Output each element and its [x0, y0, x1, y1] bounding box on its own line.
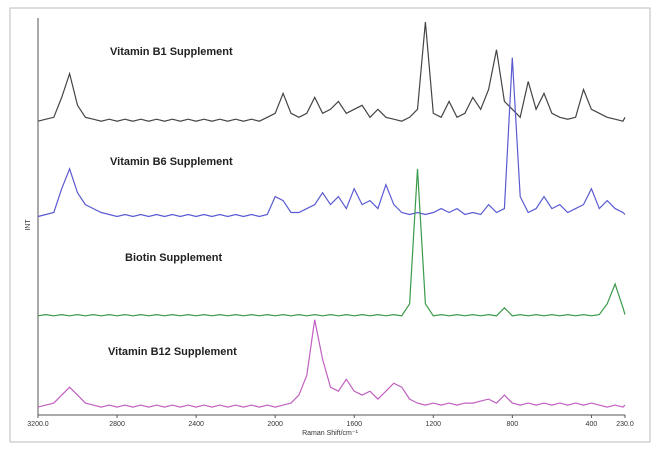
spectrum-line: [37, 168, 626, 317]
x-tick-label: 2000: [267, 421, 283, 428]
series-label: Biotin Supplement: [125, 252, 223, 264]
spectrum-line: [37, 319, 626, 408]
series-label: Vitamin B6 Supplement: [110, 156, 233, 168]
series-label: Vitamin B1 Supplement: [110, 46, 233, 58]
spectrum-line: [37, 21, 626, 122]
x-tick-label: 400: [586, 421, 598, 428]
frame: [9, 7, 651, 443]
x-axis-label: Raman Shift/cm⁻¹: [302, 430, 358, 437]
spectrum-line: [37, 57, 626, 218]
x-tick-label: 3200.0: [27, 421, 49, 428]
y-axis-label: INT: [25, 219, 32, 231]
x-tick-label: 1600: [346, 421, 362, 428]
series-label: Vitamin B12 Supplement: [108, 346, 237, 358]
x-tick-label: 800: [506, 421, 518, 428]
x-tick-label: 1200: [425, 421, 441, 428]
x-tick-label: 2800: [109, 421, 125, 428]
x-tick-label: 230.0: [616, 421, 634, 428]
x-tick-label: 2400: [188, 421, 204, 428]
